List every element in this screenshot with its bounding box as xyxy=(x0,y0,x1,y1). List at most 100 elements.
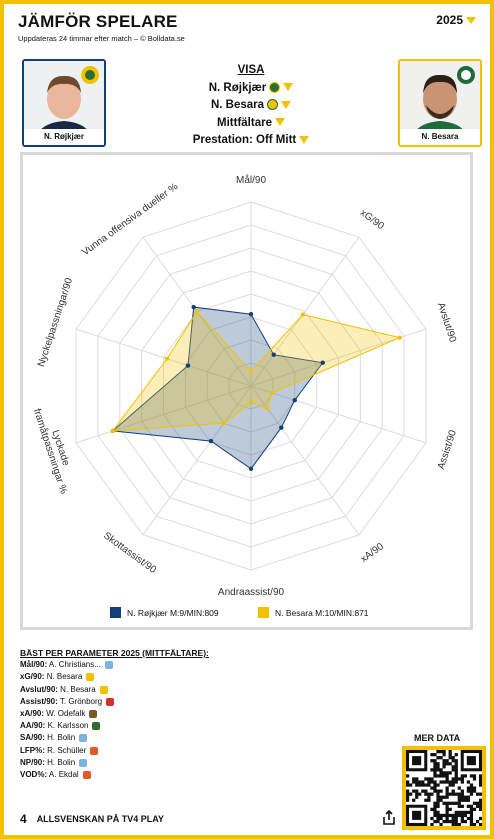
filter[interactable]: Prestation: Off Mitt xyxy=(144,132,358,150)
qr-module xyxy=(424,789,428,793)
qr-module xyxy=(466,789,471,793)
footer-link[interactable]: 4 ALLSVENSKAN PÅ TV4 PLAY xyxy=(20,812,164,826)
qr-module xyxy=(460,813,464,818)
axis-label-box: Mål/90 xyxy=(236,175,266,186)
filter[interactable]: Mittfältare xyxy=(144,115,358,133)
qr-module xyxy=(463,819,467,824)
best-row: xA/90: W. Odefalk xyxy=(20,708,209,720)
qr-module xyxy=(454,822,458,826)
qr-module xyxy=(445,759,449,763)
data-point xyxy=(248,466,254,471)
qr-module xyxy=(463,813,467,818)
qr-module xyxy=(433,768,437,772)
best-row: Assist/90: T. Grönborg xyxy=(20,696,209,708)
filter-label: N. Besara xyxy=(210,99,265,111)
qr-module xyxy=(466,804,471,808)
share-icon[interactable] xyxy=(382,810,396,826)
qr-module xyxy=(442,819,446,824)
qr-module xyxy=(457,777,461,781)
qr-module xyxy=(466,780,471,784)
qr-module xyxy=(451,822,455,826)
qr-code xyxy=(406,750,482,826)
qr-module xyxy=(436,816,440,821)
qr-module xyxy=(454,813,458,818)
qr-module xyxy=(457,801,461,805)
qr-module xyxy=(436,783,440,787)
qr-module xyxy=(433,807,437,811)
filter[interactable]: N. Røjkjær xyxy=(144,80,358,98)
best-label: NP/90: xyxy=(20,757,45,767)
qr-module xyxy=(442,780,446,784)
qr-module xyxy=(466,810,471,815)
player-card[interactable]: N. Røjkjær xyxy=(22,59,106,147)
more-data[interactable]: MER DATA xyxy=(414,733,461,743)
qr-module xyxy=(457,810,461,815)
qr-module xyxy=(463,795,467,799)
filter[interactable]: N. Besara xyxy=(144,97,358,115)
data-point xyxy=(397,335,402,340)
qr-module xyxy=(442,750,446,754)
qr-module xyxy=(436,765,440,769)
legend-item[interactable]: N. Røjkjær M:9/MIN:809 xyxy=(110,607,219,618)
qr-module xyxy=(430,768,434,772)
best-player: R. Schüller xyxy=(47,745,87,755)
best-row: Avslut/90: N. Besara xyxy=(20,684,209,696)
qr-module xyxy=(442,762,446,766)
year-select[interactable]: 2025 xyxy=(436,13,476,27)
qr-module xyxy=(454,768,458,772)
qr-module xyxy=(430,759,434,763)
qr-module xyxy=(412,789,416,793)
qr-module xyxy=(451,813,455,818)
qr-module xyxy=(406,795,410,799)
qr-module xyxy=(448,807,452,811)
best-row: AA/90: K. Karlsson xyxy=(20,720,209,732)
qr-module xyxy=(439,756,443,760)
legend-item[interactable]: N. Besara M:10/MIN:871 xyxy=(258,607,369,618)
qr-module xyxy=(406,789,410,793)
qr-module xyxy=(463,774,467,778)
dropdown-arrow xyxy=(283,83,294,92)
player-card[interactable]: N. Besara xyxy=(398,59,482,147)
qr-module xyxy=(406,774,410,778)
qr-module xyxy=(457,804,461,808)
qr-module xyxy=(436,804,440,808)
qr-module xyxy=(472,789,477,793)
qr-module xyxy=(457,786,461,790)
qr-module xyxy=(445,801,449,805)
qr-module xyxy=(430,753,434,757)
qr-module xyxy=(409,783,413,787)
qr-module xyxy=(436,756,440,760)
qr-module xyxy=(433,762,437,766)
best-player: A. Ekdal xyxy=(48,770,79,780)
qr-module xyxy=(439,813,443,818)
qr-module xyxy=(445,792,449,796)
qr-module xyxy=(427,780,431,784)
best-label: xG/90: xyxy=(20,672,45,682)
qr-module xyxy=(451,783,455,787)
qr-module xyxy=(406,792,410,796)
qr-module xyxy=(478,816,482,821)
qr-module xyxy=(430,816,434,821)
qr-module xyxy=(430,777,434,781)
data-point xyxy=(320,360,325,365)
filter-panel: VISA N. Røjkjær N. Besara Mittfältare Pr… xyxy=(144,62,358,150)
qr-module xyxy=(445,777,449,781)
dropdown-arrow xyxy=(466,17,476,25)
data-point xyxy=(164,356,170,361)
axis-label-box: xA/90 xyxy=(358,541,385,565)
qr-module xyxy=(469,813,474,818)
axis-spoke xyxy=(250,385,360,536)
qr-module xyxy=(469,804,474,808)
qr-module xyxy=(478,774,482,778)
qr-module xyxy=(436,813,440,818)
axis-label-group: xG/90 xyxy=(358,207,386,232)
qr-module xyxy=(451,759,455,763)
qr-module xyxy=(445,813,449,818)
data-point xyxy=(110,428,115,434)
qr-module xyxy=(427,783,431,787)
axis-spoke xyxy=(250,236,360,387)
qr-module xyxy=(445,774,449,778)
qr-module xyxy=(445,804,449,808)
data-point xyxy=(269,390,275,396)
qr-module xyxy=(454,765,458,769)
